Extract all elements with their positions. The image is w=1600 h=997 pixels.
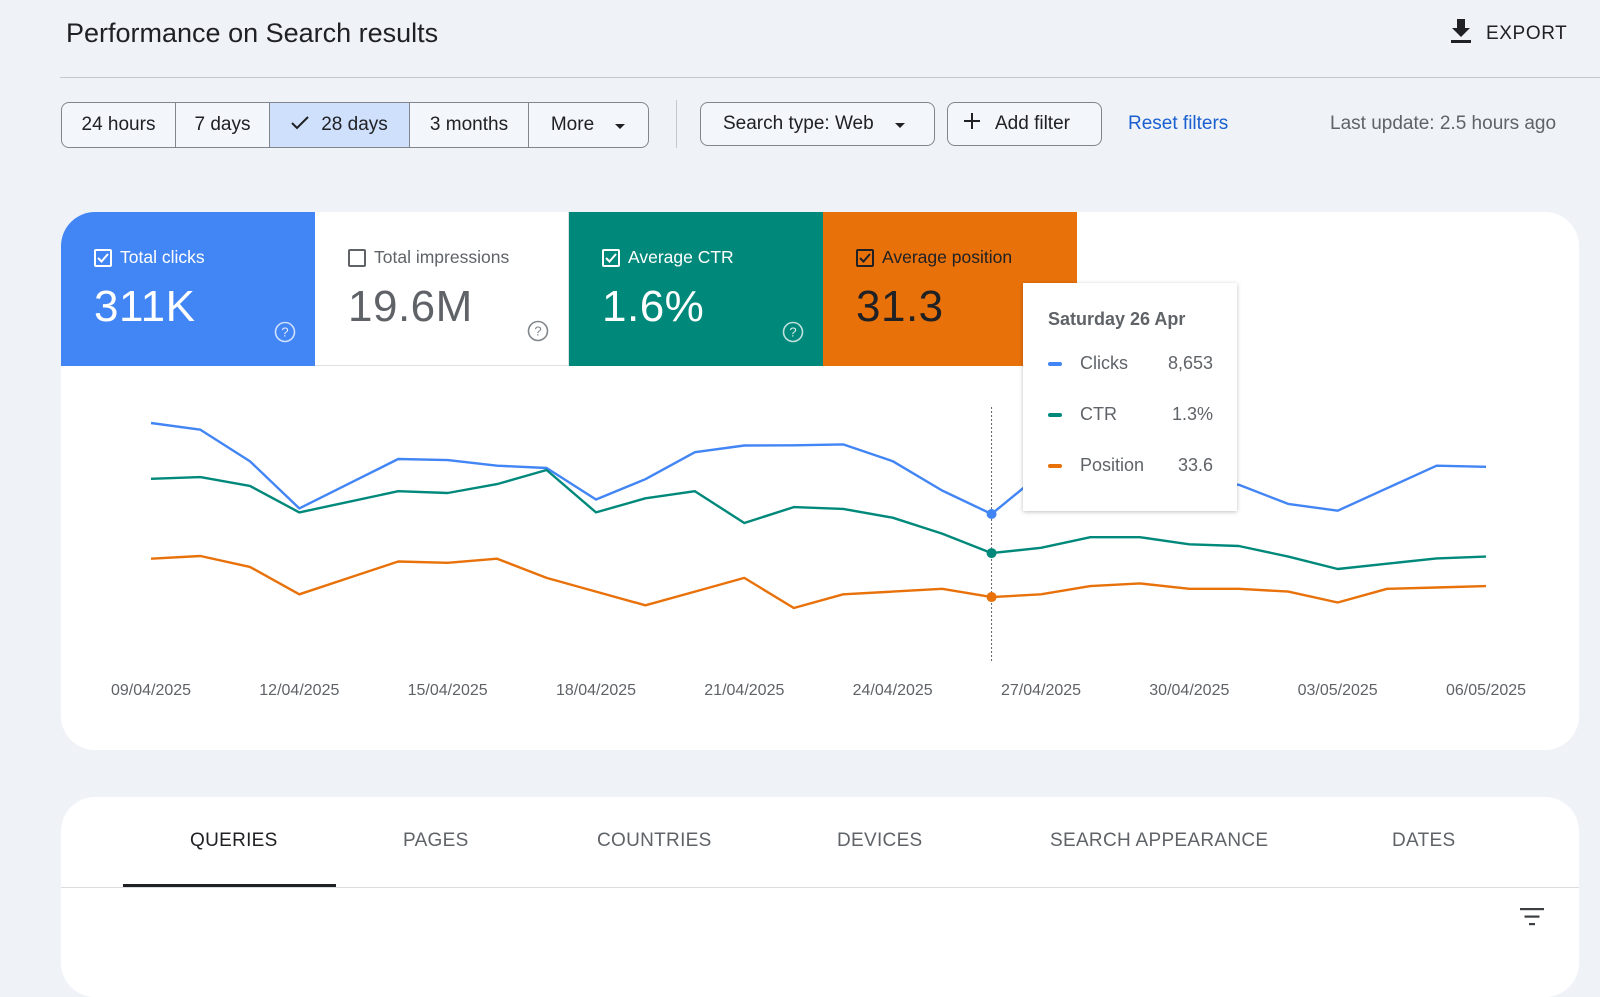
range-label: 28 days [321, 114, 388, 135]
search-type-dropdown[interactable]: Search type: Web [700, 102, 935, 146]
x-axis-tick-label: 09/04/2025 [111, 682, 191, 699]
checkbox-unchecked-icon[interactable] [348, 248, 366, 267]
tooltip-series-name: Clicks [1080, 353, 1128, 373]
tooltip-row-ctr: CTR 1.3% [1048, 404, 1213, 425]
tooltip-row-position: Position 33.6 [1048, 455, 1213, 476]
tab-pages[interactable]: PAGES [403, 830, 469, 851]
tabs-divider [61, 887, 1579, 888]
last-update-text: Last update: 2.5 hours ago [1330, 113, 1557, 134]
svg-text:?: ? [281, 325, 288, 340]
metric-label: Average CTR [628, 247, 734, 267]
x-axis-tick-label: 06/05/2025 [1446, 682, 1526, 699]
hover-point-clicks [986, 509, 997, 519]
metric-value: 1.6% [602, 282, 705, 331]
filter-separator [676, 100, 677, 148]
tab-dates[interactable]: DATES [1392, 830, 1456, 851]
range-more-dropdown[interactable]: More [529, 103, 648, 147]
metric-average-ctr[interactable]: Average CTR 1.6% ? [569, 212, 823, 366]
svg-text:?: ? [534, 324, 541, 339]
x-axis-tick-label: 30/04/2025 [1149, 682, 1229, 699]
x-axis-tick-label: 12/04/2025 [259, 682, 339, 699]
x-axis-tick-label: 27/04/2025 [1001, 682, 1081, 699]
filter-list-icon[interactable] [1520, 908, 1544, 931]
reset-filters-link[interactable]: Reset filters [1128, 113, 1229, 134]
add-filter-label: Add filter [995, 113, 1070, 134]
tab-devices[interactable]: DEVICES [837, 830, 923, 851]
checkbox-checked-icon[interactable] [94, 248, 112, 267]
active-tab-indicator [123, 884, 336, 887]
help-icon[interactable]: ? [274, 321, 296, 348]
tooltip-series-name: Position [1080, 455, 1145, 475]
help-icon[interactable]: ? [527, 320, 549, 347]
tab-countries[interactable]: COUNTRIES [597, 830, 712, 851]
series-line-position[interactable] [150, 554, 1487, 610]
plus-icon [963, 112, 981, 136]
add-filter-button[interactable]: Add filter [947, 102, 1102, 146]
tooltip-date: Saturday 26 Apr [1048, 309, 1186, 329]
checkbox-checked-icon[interactable] [602, 248, 620, 267]
metric-total-impressions[interactable]: Total impressions 19.6M ? [315, 212, 569, 366]
range-label: 7 days [194, 114, 251, 135]
download-icon [1450, 18, 1472, 50]
series-line-ctr[interactable] [150, 468, 1487, 571]
tooltip-series-name: CTR [1080, 404, 1117, 424]
tab-queries[interactable]: QUERIES [190, 830, 278, 851]
series-swatch [1048, 361, 1062, 366]
date-range-selector: 24 hours 7 days 28 days 3 months More [61, 102, 649, 148]
chart-tooltip: Saturday 26 Apr Clicks 8,653 CTR 1.3% Posi… [1023, 283, 1237, 511]
metric-label: Total impressions [374, 247, 510, 267]
metric-total-clicks[interactable]: Total clicks 311K ? [61, 212, 315, 366]
range-label: 3 months [429, 114, 509, 135]
performance-card: Total clicks 311K ? Total impressions 19… [61, 212, 1579, 750]
series-swatch [1048, 412, 1062, 417]
tooltip-series-value: 8,653 [1167, 353, 1213, 373]
x-axis-tick-label: 15/04/2025 [408, 682, 488, 699]
x-axis-tick-label: 03/05/2025 [1298, 682, 1378, 699]
range-28-days[interactable]: 28 days [270, 103, 410, 147]
tab-search-appearance[interactable]: SEARCH APPEARANCE [1050, 830, 1269, 851]
export-button[interactable]: EXPORT [1450, 18, 1567, 50]
hover-point-ctr [986, 548, 997, 559]
metric-value: 311K [94, 282, 196, 331]
svg-text:?: ? [789, 325, 796, 340]
caret-down-icon [894, 113, 906, 135]
metric-value: 19.6M [348, 282, 473, 331]
hover-point-position [986, 592, 997, 603]
series-line-clicks[interactable] [150, 421, 1487, 516]
series-swatch [1048, 463, 1062, 468]
x-axis-tick-label: 18/04/2025 [556, 682, 636, 699]
help-icon[interactable]: ? [782, 321, 804, 348]
caret-down-icon [614, 114, 626, 136]
range-24-hours[interactable]: 24 hours [62, 103, 176, 147]
x-axis-tick-label: 21/04/2025 [704, 682, 784, 699]
search-type-label: Search type: Web [723, 113, 874, 134]
x-axis-tick-label: 24/04/2025 [853, 682, 933, 699]
metric-label: Average position [882, 247, 1013, 267]
range-label: More [550, 114, 595, 135]
page-title: Performance on Search results [66, 18, 439, 48]
range-label: 24 hours [81, 114, 156, 135]
checkbox-checked-icon[interactable] [856, 248, 874, 267]
range-3-months[interactable]: 3 months [410, 103, 529, 147]
dimension-tabs-card: QUERIES PAGES COUNTRIES DEVICES SEARCH A… [61, 797, 1579, 997]
range-7-days[interactable]: 7 days [176, 103, 270, 147]
metric-value: 31.3 [856, 282, 944, 331]
tooltip-series-value: 33.6 [1177, 455, 1213, 475]
check-icon [291, 114, 309, 136]
tooltip-series-value: 1.3% [1171, 404, 1213, 424]
export-label: EXPORT [1486, 23, 1568, 44]
metric-label: Total clicks [120, 247, 205, 267]
tooltip-row-clicks: Clicks 8,653 [1048, 353, 1213, 374]
header-divider [60, 77, 1600, 78]
performance-chart[interactable]: 09/04/2025 12/04/2025 15/04/2025 18/04/2025… [61, 212, 1579, 750]
